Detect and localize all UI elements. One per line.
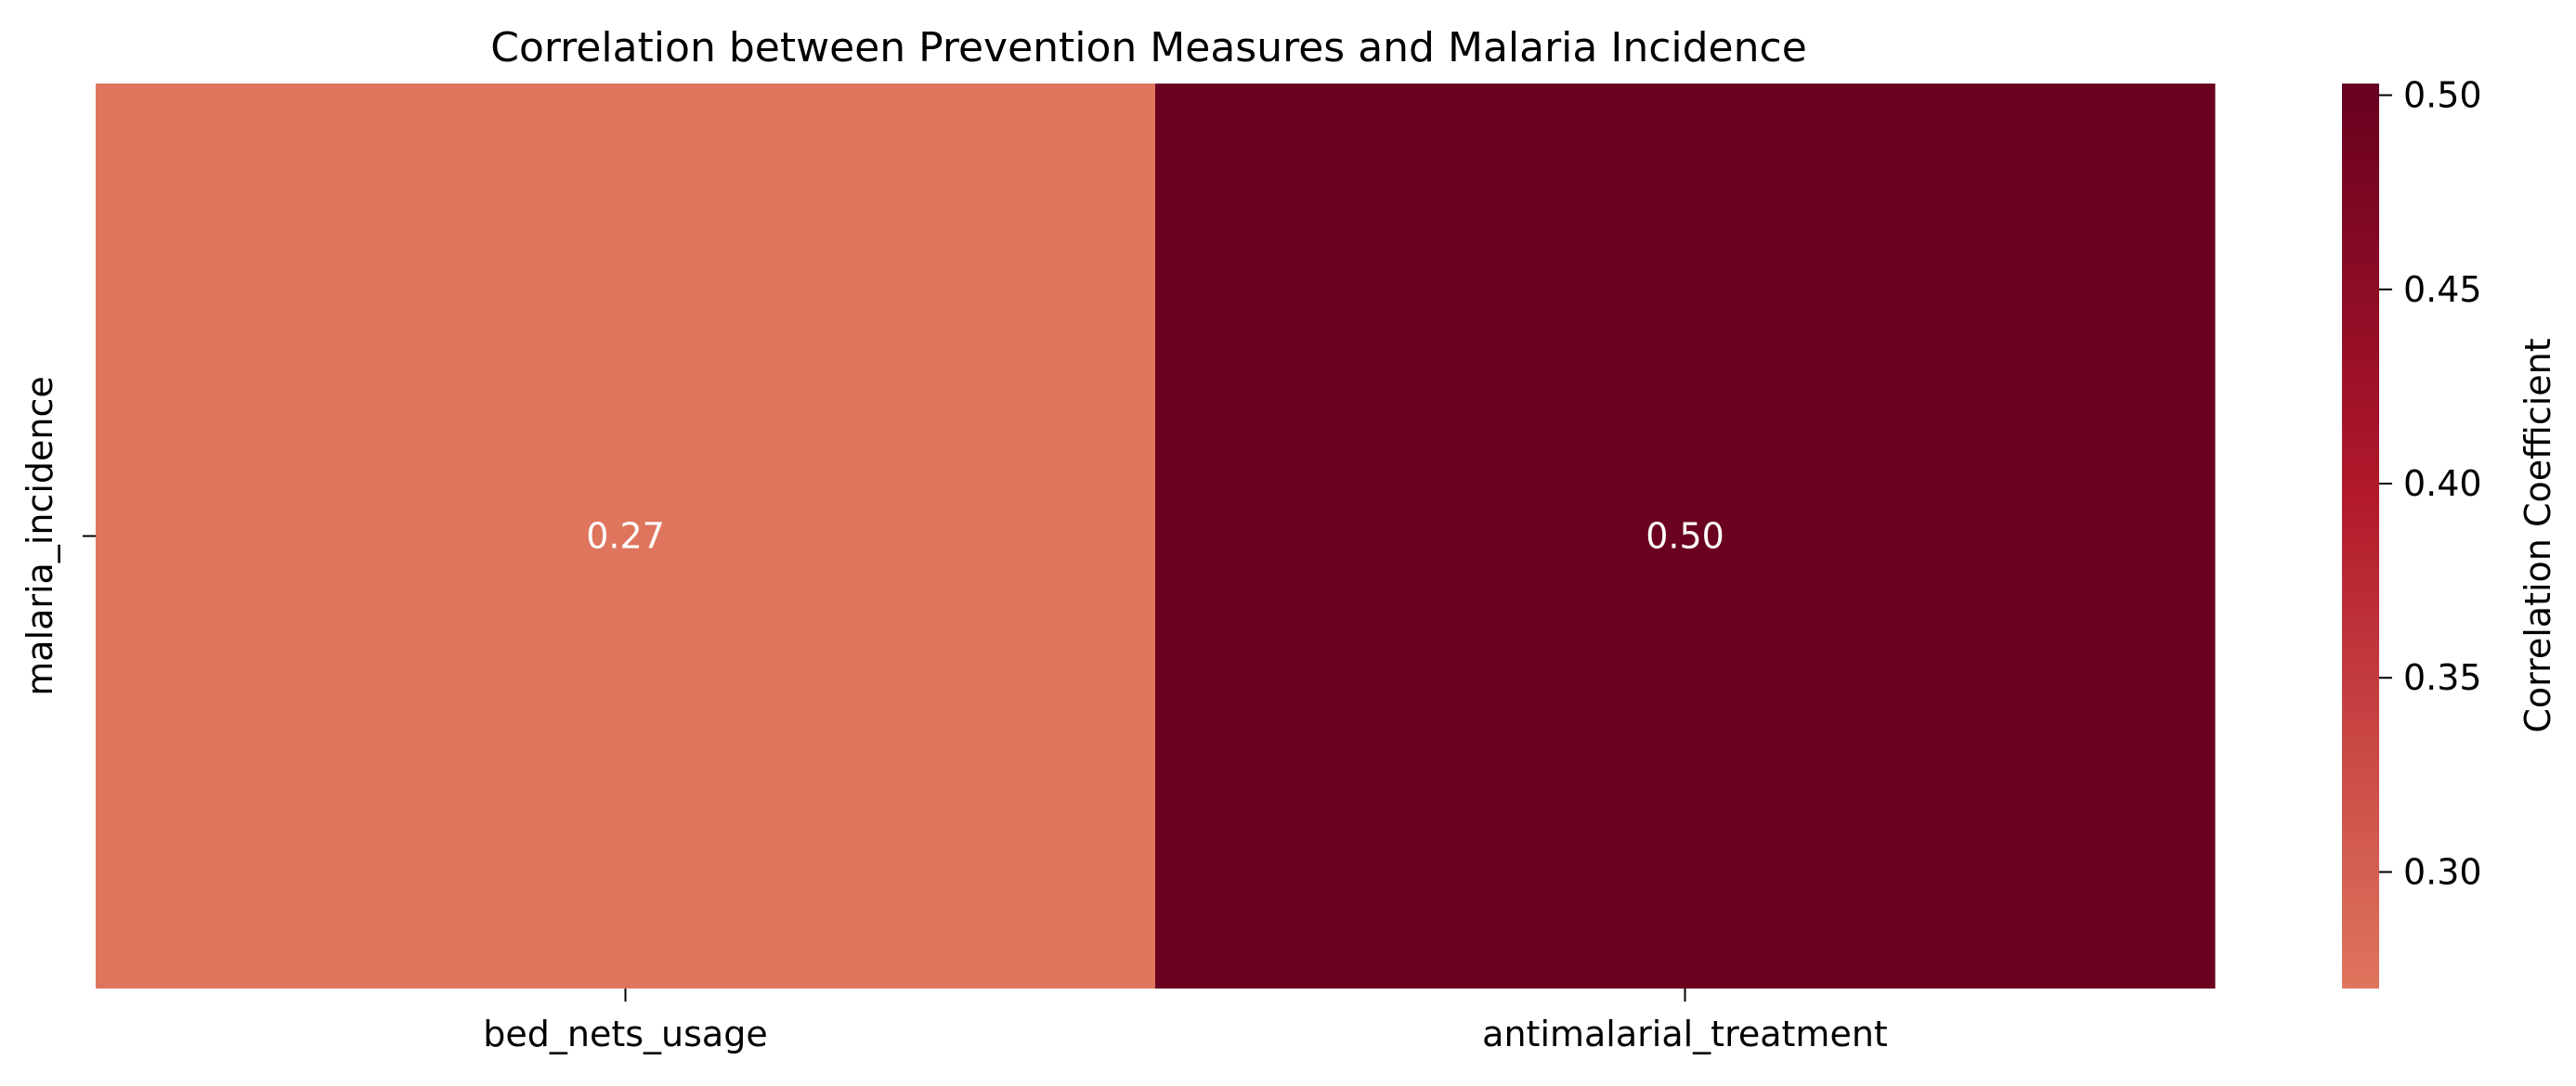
- colorbar-tick-label: 0.40: [2403, 463, 2482, 504]
- x-tick-label: bed_nets_usage: [483, 1014, 767, 1054]
- colorbar-label: Correlation Coefficient: [2517, 338, 2558, 732]
- y-axis-ticks: malaria_incidence: [20, 376, 96, 696]
- cell-value-label: 0.27: [586, 516, 665, 557]
- colorbar-tick-label: 0.50: [2403, 75, 2482, 116]
- chart-title: Correlation between Prevention Measures …: [490, 24, 1807, 71]
- x-axis-ticks: bed_nets_usage antimalarial_treatment: [483, 989, 1888, 1054]
- heatmap-cell: [1155, 84, 2216, 989]
- colorbar-tick-label: 0.30: [2403, 851, 2482, 892]
- x-tick-label: antimalarial_treatment: [1482, 1014, 1888, 1054]
- colorbar-ticks: 0.30 0.35 0.40 0.45 0.50: [2379, 75, 2482, 892]
- cell-value-label: 0.50: [1646, 516, 1724, 557]
- colorbar: [2342, 84, 2379, 989]
- colorbar-tick-label: 0.35: [2403, 657, 2482, 698]
- heatmap-cells: 0.27 0.50: [96, 84, 2216, 989]
- heatmap-cell: [96, 84, 1156, 989]
- colorbar-tick-label: 0.45: [2403, 269, 2482, 310]
- y-tick-label: malaria_incidence: [20, 376, 60, 696]
